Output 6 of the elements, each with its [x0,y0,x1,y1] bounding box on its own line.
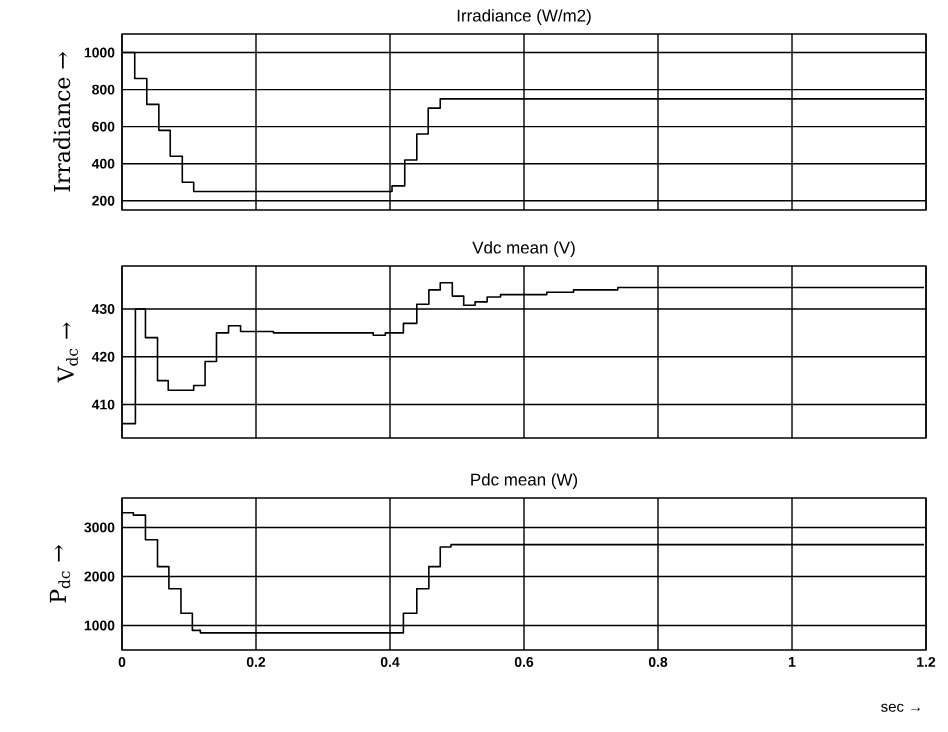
y-axis-title: Irradiance → [53,52,71,192]
chart-title: Irradiance (W/m2) [457,9,591,25]
chart-title: Pdc mean (W) [471,473,578,489]
chart-title: Vdc mean (V) [472,241,575,257]
y-axis-title: P$_{dc}$ → [49,545,71,603]
y-axis-title: V$_{dc}$ → [57,322,79,383]
